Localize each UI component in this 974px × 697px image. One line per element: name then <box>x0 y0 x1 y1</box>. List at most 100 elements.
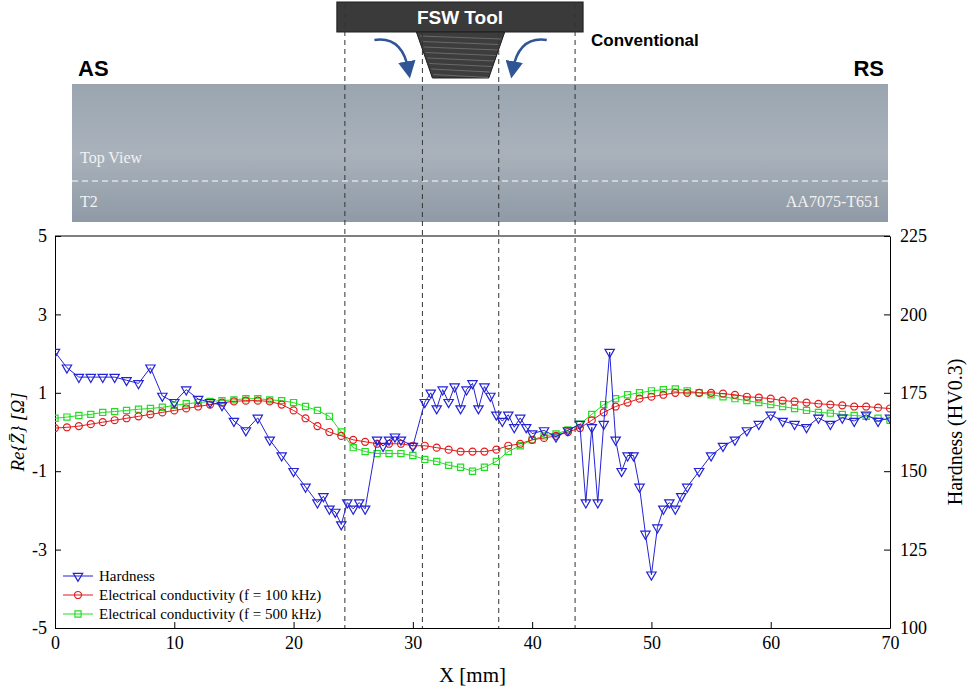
x-tick: 10 <box>166 622 184 653</box>
zone-line <box>498 32 499 628</box>
zone-line <box>344 4 345 628</box>
x-tick-label: 20 <box>285 633 303 653</box>
series-marker <box>290 407 297 414</box>
series-marker <box>456 406 465 414</box>
series-marker <box>659 506 668 514</box>
series-marker <box>422 456 428 462</box>
x-axis-line <box>56 628 891 629</box>
series-marker <box>100 409 106 415</box>
series-marker <box>581 500 590 508</box>
series-marker <box>396 437 405 445</box>
plot-frame <box>55 236 890 237</box>
series-marker <box>611 437 620 445</box>
y-axis-line <box>55 237 56 629</box>
series-marker <box>468 381 477 389</box>
series-marker <box>88 411 94 417</box>
x-tick-label: 60 <box>762 633 780 653</box>
series-marker <box>887 405 890 412</box>
series-marker <box>110 374 119 382</box>
center-line <box>72 180 888 181</box>
series-marker <box>229 418 238 426</box>
y-tick-mark <box>55 471 61 472</box>
series-marker <box>290 400 296 406</box>
plot-area <box>55 349 890 580</box>
y2-tick-mark <box>884 628 890 629</box>
series-marker <box>331 509 340 517</box>
series-marker <box>112 409 118 415</box>
series-marker <box>802 425 811 433</box>
y-tick: 5 <box>38 226 61 246</box>
x-tick-mark <box>532 622 533 628</box>
series-marker <box>87 421 94 428</box>
series-marker <box>875 404 882 411</box>
series-marker <box>755 394 762 401</box>
series-marker <box>63 424 70 431</box>
y2-axis: 100125150175200225 <box>884 226 927 638</box>
pin-thread <box>431 69 490 72</box>
y-tick-mark <box>55 550 61 551</box>
series-marker <box>432 406 441 414</box>
y-tick: 1 <box>38 383 61 403</box>
pin-thread <box>420 36 502 39</box>
legend-item: Hardness <box>63 568 155 584</box>
series-marker <box>863 403 870 410</box>
legend-label: Hardness <box>99 568 155 584</box>
pin-thread <box>426 53 496 56</box>
legend-marker <box>75 592 82 599</box>
series-marker <box>493 446 500 453</box>
series-marker <box>242 397 249 404</box>
x-tick-label: 70 <box>882 633 900 653</box>
series-marker <box>527 431 536 439</box>
series-marker <box>302 415 309 422</box>
y2-tick-mark <box>884 550 890 551</box>
series-marker <box>839 402 846 409</box>
series-marker <box>767 395 774 402</box>
y2-tick: 200 <box>884 305 927 325</box>
series-marker <box>593 500 602 508</box>
y2-axis-line <box>890 237 891 629</box>
series-marker <box>99 419 106 426</box>
rotation-arrow <box>513 40 547 70</box>
pin-thread <box>422 42 500 45</box>
series-marker <box>481 448 488 455</box>
series-marker <box>338 432 345 439</box>
series-marker <box>587 425 596 433</box>
series <box>55 349 890 580</box>
legend: Hardness Electrical conductivity (f = 100… <box>63 568 321 623</box>
series-marker <box>551 434 560 442</box>
series-marker <box>718 443 727 451</box>
y2-axis-title: Hardness (HV0.3) <box>944 359 967 506</box>
series-marker <box>135 406 141 412</box>
series-marker <box>480 384 489 392</box>
series-marker <box>665 500 674 508</box>
series-marker <box>779 397 786 404</box>
series-marker <box>360 506 369 514</box>
tool-pin <box>416 32 504 78</box>
y2-tick: 225 <box>884 226 927 246</box>
series-marker <box>672 389 679 396</box>
series <box>55 389 890 455</box>
series-marker <box>314 407 320 413</box>
series-marker <box>398 450 404 456</box>
x-tick: 50 <box>643 622 661 653</box>
series-marker <box>55 349 60 357</box>
series-marker <box>253 415 262 423</box>
weld-photo <box>72 84 888 222</box>
zone-line <box>422 32 423 628</box>
legend-item: Electrical conductivity (f = 100 kHz) <box>63 587 321 604</box>
side-label: AS <box>78 56 109 81</box>
series-marker <box>378 443 387 451</box>
legend-line <box>63 595 93 596</box>
series-marker <box>605 349 614 357</box>
y2-tick-label: 150 <box>900 461 927 481</box>
y2-tick-label: 200 <box>900 305 927 325</box>
series-marker <box>326 429 333 436</box>
series-marker <box>135 413 142 420</box>
series-marker <box>426 390 435 398</box>
tool-label: FSW Tool <box>417 7 503 28</box>
zone-line <box>575 4 576 628</box>
series-marker <box>563 428 572 436</box>
series-marker <box>170 400 179 408</box>
y-tick: -1 <box>32 461 61 481</box>
series-line <box>55 352 890 575</box>
